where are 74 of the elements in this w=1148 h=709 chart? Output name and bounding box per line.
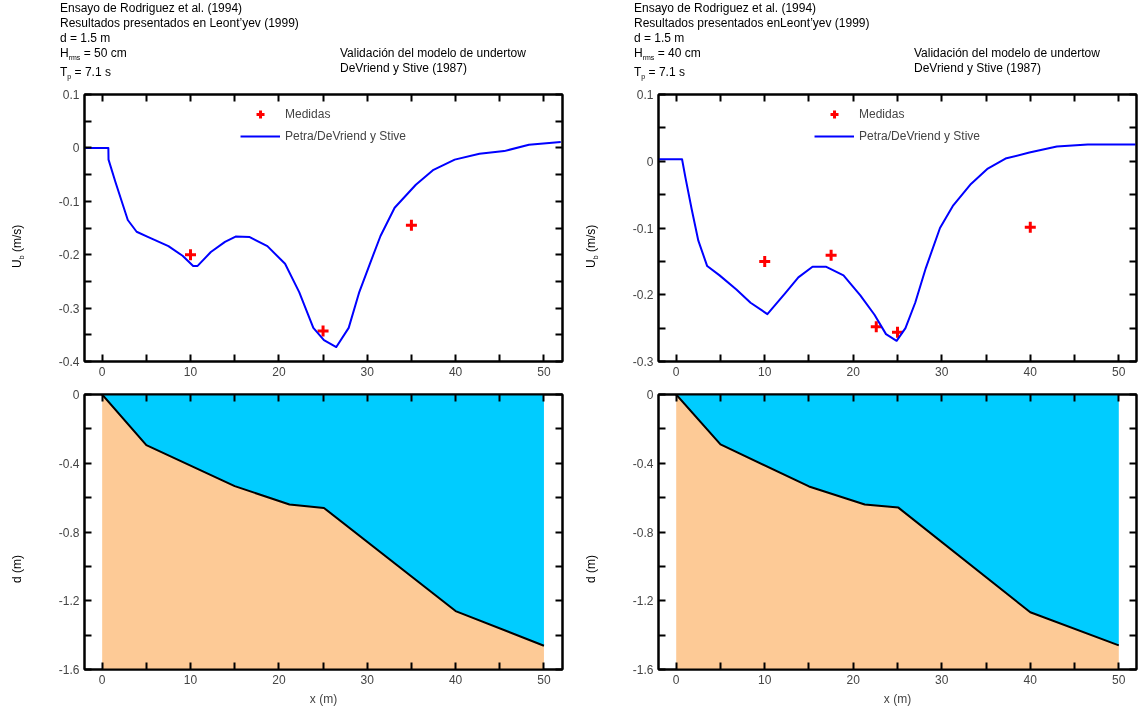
- point: [1023, 220, 1038, 235]
- y-tick-label: -1.6: [632, 663, 654, 677]
- text: d = 1.5 m: [60, 31, 112, 46]
- y-tick-label: -0.4: [632, 456, 654, 471]
- text: Resultados presentados en Leont’yev (1999): [60, 16, 300, 31]
- x-tick-label: 30: [360, 672, 375, 687]
- point: [404, 218, 419, 233]
- y-tick-label: -1.2: [632, 594, 654, 609]
- x-tick-label: 10: [758, 672, 772, 687]
- x-tick-label: 20: [272, 672, 286, 687]
- chart-title: Validación del modelo de undertow DeVriend y Stive (1987): [914, 46, 1100, 76]
- x-tick-label: 40: [448, 672, 463, 687]
- x-tick-label: 50: [1112, 364, 1126, 379]
- y-tick-label: -0.2: [58, 248, 80, 263]
- y-axis-title: d (m): [583, 555, 599, 583]
- text: Resultados presentados enLeont’yev (1999): [634, 16, 871, 31]
- x-tick-label: 40: [448, 364, 463, 379]
- y-tick-label: -0.3: [58, 301, 80, 316]
- x-tick-label: 10: [758, 364, 772, 379]
- legend-label: Petra/DeVriend y Stive: [859, 129, 980, 143]
- y-tick-label: -0.8: [58, 525, 80, 540]
- text: T$_{p}$ = 7.1 s: [60, 65, 112, 83]
- y-tick-label: -0.3: [632, 355, 654, 369]
- y-tick-label: 0: [72, 388, 80, 402]
- point: [824, 248, 839, 263]
- x-tick-label: 20: [846, 364, 861, 379]
- point: [183, 247, 198, 262]
- y-tick-label: -0.2: [632, 288, 654, 303]
- line-series: [658, 143, 1137, 342]
- x-tick-label: 0: [98, 364, 106, 379]
- y-tick-label: -0.4: [58, 456, 80, 471]
- y-tick-label: 0: [646, 388, 654, 402]
- x-axis-title: x (m): [309, 691, 338, 706]
- x-tick-label: 20: [846, 672, 861, 687]
- chart-title: Validación del modelo de undertow DeVriend y Stive (1987): [340, 46, 526, 76]
- x-tick-label: 50: [537, 672, 551, 687]
- x-axis-title: x (m): [883, 691, 912, 706]
- x-tick-label: 0: [672, 672, 680, 687]
- y-tick-label: -1.2: [58, 594, 80, 609]
- y-tick-label: 0.1: [636, 88, 654, 102]
- x-tick-label: 40: [1023, 672, 1038, 687]
- y-tick-label: -0.1: [632, 221, 654, 236]
- point: [757, 254, 772, 269]
- y-tick-label: -0.4: [58, 355, 80, 369]
- y-axis-title: d (m): [9, 555, 25, 583]
- text: H$_{rms}$ = 40 cm: [634, 46, 702, 64]
- x-tick-label: 30: [360, 364, 375, 379]
- y-tick-label: 0: [72, 141, 80, 156]
- point: [316, 324, 331, 339]
- x-tick-label: 10: [183, 364, 198, 379]
- text: Ensayo de Rodriguez et al. (1994): [634, 1, 818, 16]
- x-tick-label: 40: [1023, 364, 1038, 379]
- x-tick-label: 50: [1112, 672, 1126, 687]
- legend-label: Petra/DeVriend y Stive: [285, 129, 406, 143]
- legend-label: Medidas: [859, 107, 905, 121]
- y-tick-label: -0.1: [58, 194, 80, 209]
- x-tick-label: 30: [935, 672, 949, 687]
- x-tick-label: 10: [183, 672, 198, 687]
- x-tick-label: 30: [935, 364, 949, 379]
- text: d = 1.5 m: [634, 31, 686, 46]
- y-tick-label: -0.8: [632, 525, 654, 540]
- y-tick-label: 0.1: [62, 88, 80, 102]
- legend-label: Medidas: [285, 107, 331, 121]
- x-tick-label: 20: [272, 364, 286, 379]
- text: Ensayo de Rodriguez et al. (1994): [60, 1, 244, 16]
- x-tick-label: 0: [98, 672, 106, 687]
- text: H$_{rms}$ = 50 cm: [60, 46, 128, 64]
- x-tick-label: 0: [672, 364, 680, 379]
- point: [890, 325, 905, 340]
- y-tick-label: 0: [646, 154, 654, 169]
- y-tick-label: -1.6: [58, 663, 80, 677]
- point: [869, 319, 884, 334]
- text: T$_{p}$ = 7.1 s: [634, 65, 686, 83]
- x-tick-label: 50: [537, 364, 551, 379]
